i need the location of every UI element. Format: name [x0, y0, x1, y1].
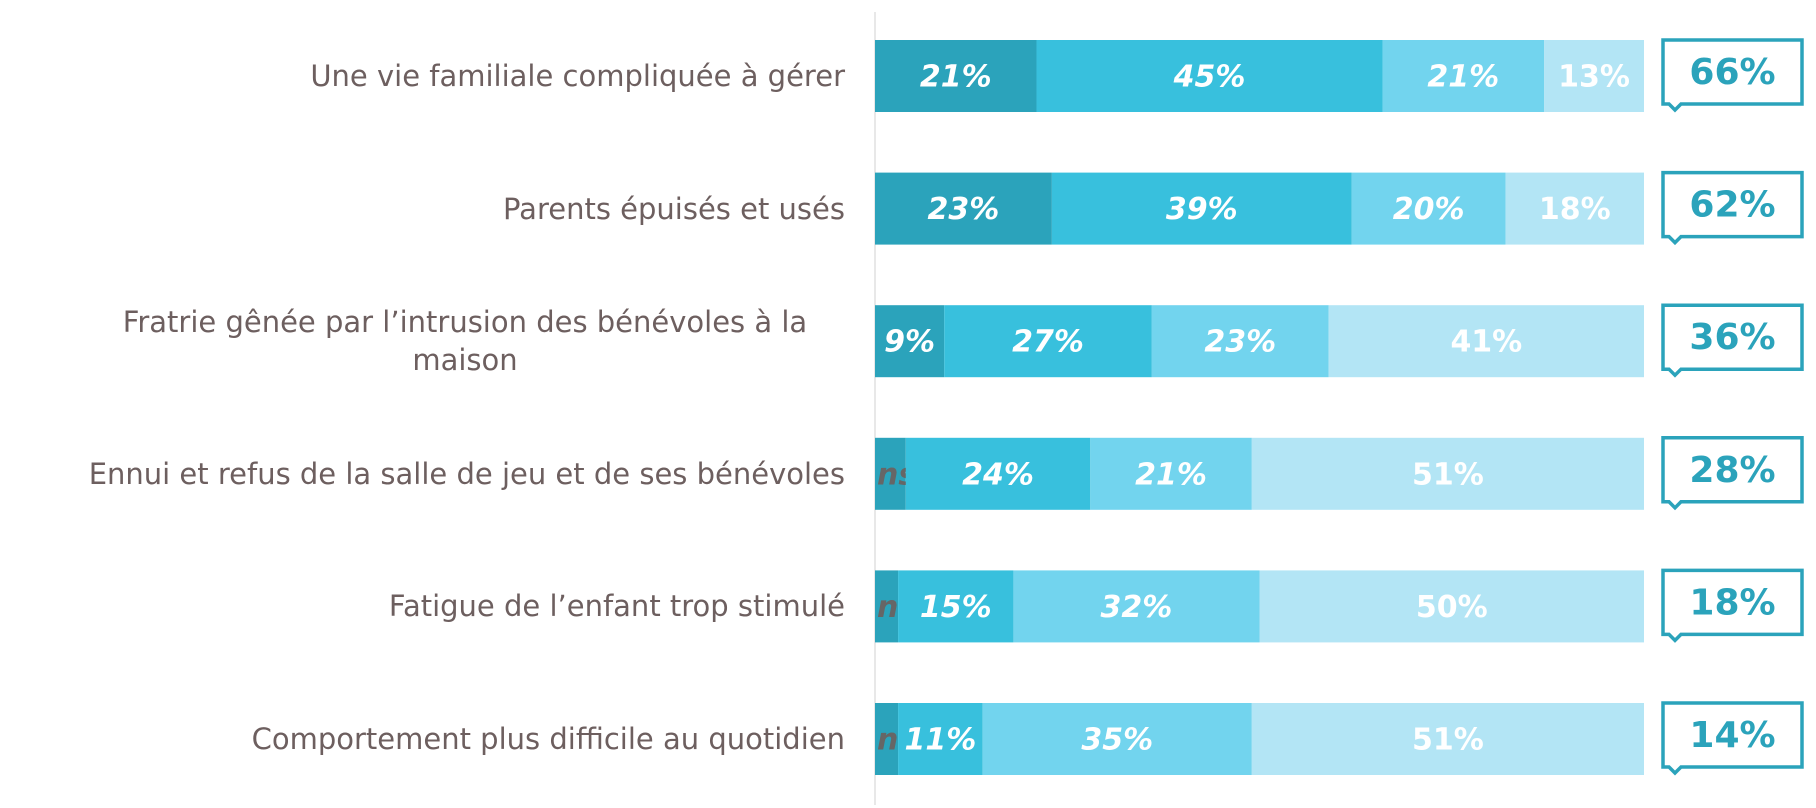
category-label: Comportement plus difficile au quotidien: [251, 722, 845, 756]
total-label: 66%: [1689, 52, 1775, 93]
value-label: 21%: [920, 60, 992, 95]
value-label: 15%: [920, 590, 992, 625]
total-label: 14%: [1689, 715, 1775, 756]
total-label: 18%: [1689, 582, 1775, 623]
value-label: 35%: [1081, 723, 1153, 758]
total-box: [1661, 38, 1804, 113]
value-label: 11%: [904, 723, 976, 758]
bar-segment: [1013, 570, 1260, 643]
total-box: [1661, 436, 1804, 511]
bar-segment: [898, 570, 1014, 643]
bar-segment: [1051, 172, 1352, 245]
total-box: [1661, 170, 1804, 246]
bar-segment: [905, 437, 1091, 510]
bar-segment: [898, 703, 983, 775]
value-label: 51%: [1412, 723, 1484, 758]
bar-segment: [1090, 437, 1252, 510]
bar-segment: [1251, 437, 1644, 510]
value-label: 27%: [1012, 325, 1084, 360]
category-label: Parents épuisés et usés: [503, 191, 845, 226]
total-box: [1661, 701, 1804, 776]
value-label: 23%: [1204, 325, 1276, 360]
value-label: 21%: [1135, 457, 1207, 492]
bar-segment: [875, 703, 899, 775]
total-box: [1661, 568, 1804, 643]
bar-segment: [875, 40, 1037, 112]
value-label: 23%: [928, 192, 1000, 227]
value-label: 18%: [1539, 192, 1611, 227]
total-box: [1661, 303, 1804, 378]
bar-segment: [875, 305, 945, 378]
value-label: 45%: [1173, 60, 1246, 95]
category-label: Fatigue de l’enfant trop stimulé: [388, 589, 845, 624]
category-label: Fratrie gênée par l’intrusion des bénévo…: [122, 305, 808, 378]
category-label: Une vie familiale compliquée à gérer: [310, 59, 845, 93]
bar-segment: [875, 570, 899, 643]
category-label: Ennui et refus de la salle de jeu et de …: [88, 456, 845, 491]
bar-segment: [944, 305, 1152, 378]
total-label: 36%: [1689, 317, 1775, 358]
bar-segment: [1036, 40, 1383, 112]
value-label: 32%: [1101, 590, 1173, 625]
bar-segment: [1259, 570, 1644, 643]
total-label: 62%: [1689, 185, 1775, 226]
value-label: 13%: [1558, 60, 1630, 95]
value-label: 50%: [1416, 590, 1488, 625]
value-label: 24%: [962, 457, 1034, 492]
bar-segment: [1328, 305, 1644, 378]
bar-segment: [1251, 703, 1644, 775]
total-label: 28%: [1689, 450, 1775, 491]
bar-segment: [1544, 40, 1644, 112]
value-label: 20%: [1393, 192, 1465, 227]
bar-segment: [1505, 172, 1644, 245]
bar-segment: [1351, 172, 1506, 245]
bar-segment: [875, 172, 1052, 245]
value-label: 9%: [884, 325, 935, 360]
value-label: 39%: [1166, 192, 1238, 227]
value-label: 51%: [1412, 457, 1484, 492]
bar-segment: [875, 437, 906, 510]
bar-segment: [1382, 40, 1545, 112]
value-label: 41%: [1450, 325, 1522, 360]
bar-segment: [982, 703, 1252, 775]
bar-segment: [1151, 305, 1329, 378]
value-label: 21%: [1427, 60, 1499, 95]
